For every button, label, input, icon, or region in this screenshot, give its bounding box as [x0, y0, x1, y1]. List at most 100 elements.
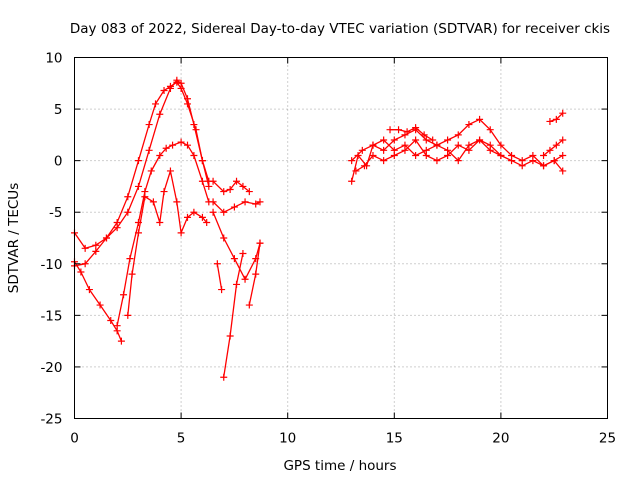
data-point	[177, 229, 185, 237]
series-line	[351, 139, 564, 182]
data-point	[550, 157, 558, 165]
series-arc-j	[245, 239, 264, 309]
data-point	[145, 121, 153, 129]
data-point	[203, 219, 211, 227]
x-tick-label: 15	[386, 431, 403, 447]
data-point	[160, 87, 168, 95]
series-arc-a	[71, 258, 125, 345]
data-point	[252, 270, 260, 278]
y-tick-label: -15	[40, 308, 62, 324]
series-arc-h	[209, 198, 264, 216]
data-point	[233, 280, 241, 288]
data-point	[256, 198, 264, 206]
data-point	[107, 317, 115, 325]
data-point	[177, 84, 185, 92]
data-point	[220, 234, 228, 242]
series-line	[212, 211, 261, 280]
data-point	[124, 208, 132, 216]
data-point	[358, 146, 366, 154]
data-point	[559, 167, 567, 175]
series-arc-p	[546, 109, 567, 125]
series-layer	[71, 76, 567, 381]
data-point	[218, 286, 226, 294]
y-tick-label: -5	[49, 205, 62, 221]
data-point	[198, 177, 206, 185]
data-point	[380, 146, 388, 154]
data-point	[245, 188, 253, 196]
data-point	[209, 177, 217, 185]
plot-frame	[74, 57, 608, 419]
series-arc-q	[540, 136, 567, 159]
data-point	[209, 198, 217, 206]
data-point	[120, 291, 128, 299]
y-tick-label: -10	[40, 257, 62, 273]
data-point	[241, 198, 249, 206]
data-point	[220, 373, 228, 381]
data-point	[429, 136, 437, 144]
data-point	[497, 151, 505, 159]
data-point	[213, 260, 221, 268]
y-tick-label: -20	[40, 360, 62, 376]
data-point	[141, 193, 149, 201]
data-point	[552, 141, 560, 149]
data-point	[145, 146, 153, 154]
data-point	[92, 247, 100, 255]
data-point	[230, 255, 238, 263]
data-point	[198, 157, 206, 165]
series-line	[542, 139, 564, 157]
data-point	[152, 100, 160, 108]
data-point	[422, 136, 430, 144]
data-point	[156, 219, 164, 227]
data-point	[497, 141, 505, 149]
series-line	[216, 263, 223, 291]
data-point	[256, 239, 264, 247]
data-point	[348, 157, 356, 165]
y-tick-label: -25	[40, 412, 62, 428]
x-tick-labels: 0 5 10 15 20 25	[70, 431, 616, 447]
axis-ticks	[74, 57, 608, 419]
series-line	[223, 252, 244, 378]
data-point	[147, 167, 155, 175]
data-point	[205, 182, 213, 190]
data-point	[134, 157, 142, 165]
series-arc-n	[352, 136, 505, 175]
data-point	[354, 151, 362, 159]
data-point	[134, 182, 142, 190]
y-tick-label: 0	[54, 154, 63, 170]
data-point	[220, 208, 228, 216]
data-point	[233, 177, 241, 185]
data-point	[454, 157, 462, 165]
data-point	[369, 151, 377, 159]
data-point	[433, 141, 441, 149]
data-point	[546, 146, 554, 154]
series-arc-o	[386, 124, 437, 144]
data-point	[177, 138, 185, 146]
data-point	[190, 151, 198, 159]
series-arc-c	[71, 78, 213, 252]
data-point	[183, 141, 191, 149]
data-point	[386, 126, 394, 134]
data-point	[166, 167, 174, 175]
data-point	[412, 124, 420, 132]
data-point	[412, 151, 420, 159]
series-line	[127, 170, 208, 317]
data-point	[348, 177, 356, 185]
data-point	[113, 322, 121, 330]
data-point	[559, 151, 567, 159]
series-arc-b	[71, 76, 213, 270]
data-point	[81, 260, 89, 268]
data-point	[102, 234, 110, 242]
data-point	[192, 126, 200, 134]
data-point	[124, 311, 132, 319]
data-point	[117, 337, 125, 345]
y-tick-label: 10	[45, 51, 62, 67]
grid	[74, 57, 608, 419]
data-point	[465, 121, 473, 129]
data-point	[390, 151, 398, 159]
data-point	[134, 229, 142, 237]
data-point	[529, 151, 537, 159]
series-arc-d	[113, 138, 213, 330]
data-point	[245, 301, 253, 309]
data-point	[559, 136, 567, 144]
x-tick-label: 10	[279, 431, 296, 447]
